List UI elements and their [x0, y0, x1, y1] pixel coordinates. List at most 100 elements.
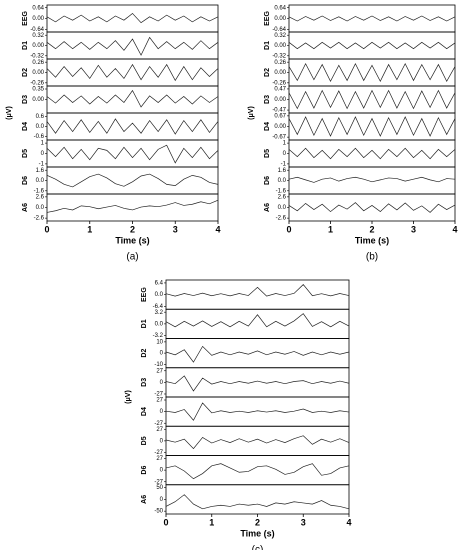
y-tick-label: -27 — [154, 450, 163, 456]
signal-line — [165, 375, 350, 392]
y-tick-label: 0.47 — [274, 87, 286, 93]
y-tick-label: 0.26 — [32, 60, 44, 66]
row-name: D6 — [141, 466, 148, 475]
y-tick-label: -3.2 — [153, 333, 164, 339]
y-tick-label: 50 — [156, 485, 163, 491]
signal-line — [288, 15, 456, 22]
signal-line — [46, 63, 219, 82]
y-tick-label: -0.64 — [30, 27, 44, 33]
y-axis-label: (μV) — [125, 390, 132, 404]
signal-line — [165, 463, 350, 480]
y-tick-label: 0.0 — [278, 205, 287, 211]
y-tick-label: -1 — [281, 161, 287, 167]
signal-line — [288, 41, 456, 50]
y-tick-label: 0.6 — [36, 114, 45, 120]
row-name: D4 — [22, 122, 29, 131]
y-tick-label: 0.00 — [274, 124, 286, 130]
x-axis-label: Time (s) — [240, 528, 274, 538]
signal-line — [46, 144, 219, 164]
x-tick-label: 4 — [452, 224, 457, 234]
x-tick-label: 4 — [215, 224, 220, 234]
row-name: D3 — [22, 95, 29, 104]
y-tick-label: 1.6 — [36, 168, 45, 174]
y-tick-label: 0 — [41, 151, 45, 157]
y-tick-label: 0 — [160, 438, 164, 444]
y-tick-label: 3.2 — [155, 310, 164, 316]
row-name: D2 — [264, 68, 271, 77]
x-tick-label: 2 — [255, 517, 260, 527]
signal-line — [46, 173, 219, 188]
row-frame — [165, 425, 350, 456]
y-tick-label: 2.6 — [36, 194, 45, 200]
y-tick-label: -1.6 — [276, 188, 287, 194]
y-axis-label: (μV) — [248, 106, 255, 120]
signal-line — [165, 345, 350, 363]
y-tick-label: 0.00 — [32, 43, 44, 49]
y-tick-label: 0.00 — [274, 43, 286, 49]
signal-line — [46, 12, 219, 24]
y-tick-label: 0 — [283, 151, 287, 157]
row-frame — [46, 58, 219, 87]
row-name: EEG — [141, 287, 148, 302]
y-tick-label: 27 — [156, 456, 163, 462]
y-tick-label: 0.64 — [274, 5, 286, 11]
x-tick-label: 0 — [286, 224, 291, 234]
row-frame — [288, 166, 456, 195]
signal-line — [46, 118, 219, 135]
x-tick-label: 3 — [173, 224, 178, 234]
y-tick-label: 1 — [41, 141, 45, 147]
signal-line — [288, 89, 456, 110]
x-axis-label: Time (s) — [115, 235, 149, 245]
y-tick-label: -0.26 — [272, 80, 286, 86]
y-tick-label: -6.4 — [153, 304, 164, 310]
y-tick-label: 0 — [160, 409, 164, 415]
row-frame — [165, 308, 350, 339]
x-axis-label: Time (s) — [355, 235, 389, 245]
row-frame — [165, 367, 350, 398]
y-tick-label: 0.26 — [274, 60, 286, 66]
signal-line — [165, 402, 350, 421]
row-frame — [288, 58, 456, 87]
x-tick-label: 1 — [209, 517, 214, 527]
y-tick-label: 6.4 — [155, 281, 164, 287]
y-tick-label: 27 — [156, 368, 163, 374]
y-tick-label: 27 — [156, 398, 163, 404]
y-tick-label: 0.00 — [32, 16, 44, 22]
row-name: EEG — [22, 11, 29, 26]
row-name: D6 — [22, 176, 29, 185]
y-tick-label: 0 — [160, 380, 164, 386]
row-name: A6 — [141, 495, 148, 504]
row-frame — [46, 112, 219, 141]
row-frame — [46, 31, 219, 60]
x-tick-label: 1 — [328, 224, 333, 234]
y-tick-label: -0.67 — [272, 135, 286, 141]
row-name: D5 — [141, 436, 148, 445]
y-tick-label: -1.6 — [34, 188, 45, 194]
signal-line — [46, 199, 219, 213]
y-tick-label: 0.35 — [32, 87, 44, 93]
row-name: A6 — [22, 203, 29, 212]
x-tick-label: 3 — [411, 224, 416, 234]
panel-label: (a) — [126, 252, 138, 263]
row-frame — [165, 279, 350, 310]
row-frame — [288, 31, 456, 60]
signal-line — [165, 435, 350, 450]
y-tick-label: -0.47 — [272, 108, 286, 114]
row-name: D3 — [264, 95, 271, 104]
signal-line — [46, 36, 219, 56]
signal-line — [46, 89, 219, 108]
y-tick-label: 0.0 — [155, 292, 164, 298]
row-frame — [165, 484, 350, 515]
y-tick-label: -0.6 — [34, 134, 45, 140]
x-tick-label: 2 — [130, 224, 135, 234]
row-frame — [165, 455, 350, 486]
row-name: D2 — [22, 68, 29, 77]
x-tick-label: 4 — [346, 517, 351, 527]
y-tick-label: 0.00 — [274, 97, 286, 103]
row-name: A6 — [264, 203, 271, 212]
row-name: D1 — [141, 319, 148, 328]
y-tick-label: 0.00 — [274, 70, 286, 76]
signal-line — [288, 176, 456, 183]
y-tick-label: -50 — [154, 509, 163, 515]
